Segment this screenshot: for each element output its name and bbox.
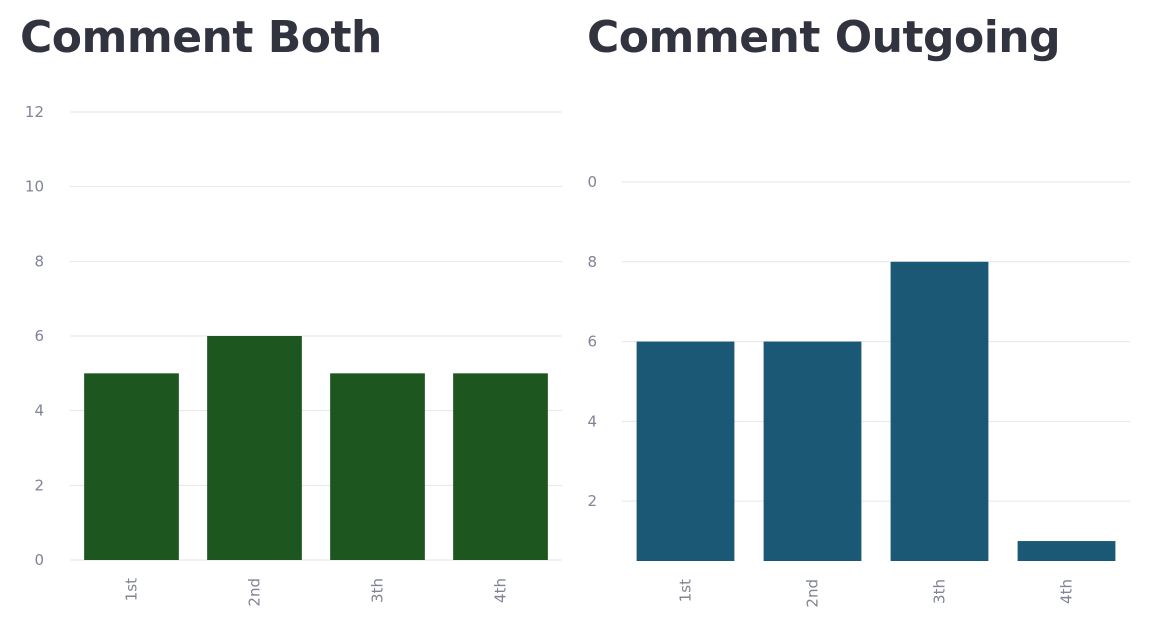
y-tick-label: 6	[587, 333, 597, 351]
bar-1st	[84, 373, 179, 560]
chart-panel-comment-both: Comment Both 0 2 4 6 8 10 12 1st 2nd 3th 4th	[20, 12, 562, 607]
bar-4th	[453, 373, 548, 560]
x-tick-label: 3th	[931, 579, 949, 604]
y-tick-label: 8	[587, 253, 597, 271]
x-tick-label: 1st	[677, 579, 695, 602]
y-tick-label: 8	[34, 252, 44, 270]
x-tick-label: 3th	[369, 578, 387, 603]
bar-2nd	[763, 341, 862, 561]
y-tick-label: 4	[587, 412, 597, 430]
y-tick-label: 12	[25, 103, 44, 121]
bar-chart-comment-both: 0 2 4 6 8 10 12 1st 2nd 3th 4th	[25, 103, 562, 607]
bar-3th	[890, 261, 989, 561]
bar-chart-comment-outgoing: 2 4 6 8 0 1st 2nd 3th 4th	[587, 173, 1130, 608]
x-tick-label: 4th	[492, 578, 510, 603]
bar-3th	[330, 373, 425, 560]
x-tick-label: 1st	[123, 578, 141, 601]
y-tick-label: 2	[587, 492, 597, 510]
bar-1st	[636, 341, 735, 561]
x-tick-label: 4th	[1058, 579, 1076, 604]
y-tick-label: 6	[34, 327, 44, 345]
x-tick-label: 2nd	[246, 578, 264, 607]
y-tick-label: 10	[25, 178, 44, 196]
y-tick-label: 0	[587, 173, 597, 191]
chart-panel-comment-outgoing: Comment Outgoing 2 4 6 8 0 1st 2nd 3th 4th	[577, 0, 1154, 630]
bar-4th	[1017, 541, 1116, 561]
y-tick-label: 2	[34, 476, 44, 494]
y-tick-label: 0	[34, 551, 44, 569]
x-tick-label: 2nd	[804, 579, 822, 608]
chart-title: Comment Both	[20, 12, 382, 63]
bar-2nd	[207, 336, 302, 560]
chart-title: Comment Outgoing	[587, 12, 1061, 63]
y-tick-label: 4	[34, 402, 44, 420]
